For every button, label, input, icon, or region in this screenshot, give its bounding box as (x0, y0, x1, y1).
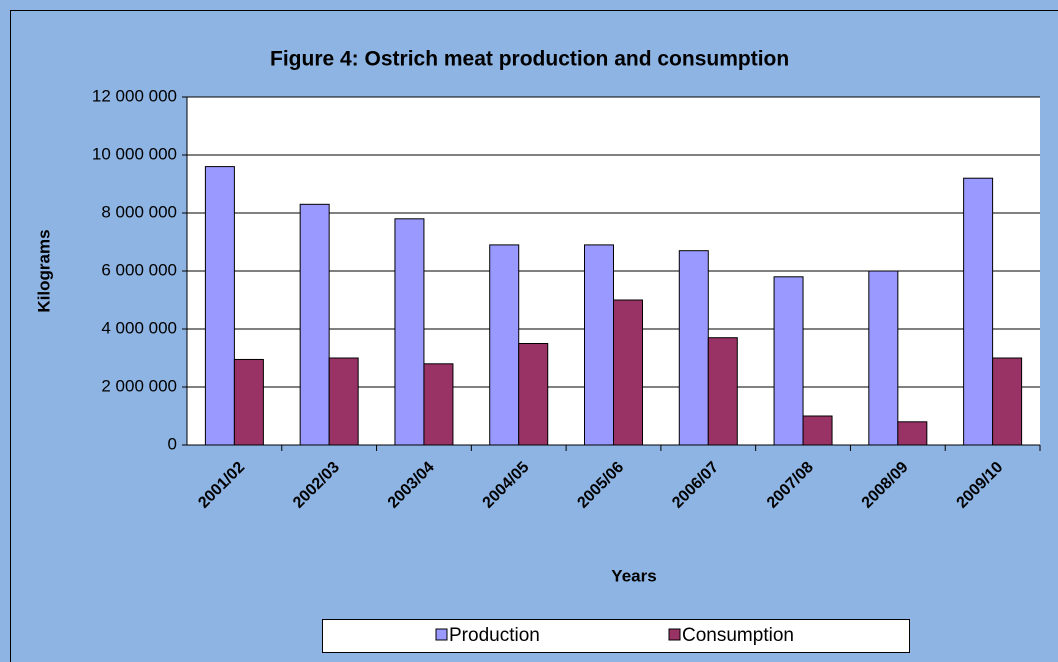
bar (897, 421, 928, 446)
bar (773, 276, 804, 446)
bar (584, 244, 614, 446)
y-tick-label: 8 000 000 (101, 202, 177, 221)
bar (963, 177, 994, 446)
y-tick-label: 0 (168, 434, 177, 453)
y-axis-label: Kilograms (34, 229, 53, 312)
bar (802, 415, 833, 446)
bar (394, 218, 425, 446)
legend-label: Consumption (682, 625, 794, 646)
bar (868, 270, 899, 446)
bar (992, 357, 1023, 446)
y-tick-label: 10 000 000 (92, 144, 177, 163)
legend-swatch (668, 628, 681, 641)
frame (10, 10, 1058, 662)
legend-swatch (435, 628, 448, 641)
legend (322, 619, 910, 653)
bar (489, 244, 520, 446)
y-tick-label: 2 000 000 (101, 376, 177, 395)
bar (707, 337, 738, 446)
bar (233, 358, 264, 446)
x-axis-label: Years (611, 566, 656, 585)
y-tick-label: 4 000 000 (101, 318, 177, 337)
bar (518, 343, 549, 446)
bar (678, 250, 709, 446)
y-tick-label: 6 000 000 (101, 260, 177, 279)
bar (613, 299, 643, 446)
chart-title: Figure 4: Ostrich meat production and co… (270, 48, 789, 71)
legend-label: Production (449, 625, 540, 646)
bar (328, 357, 359, 446)
bar (204, 166, 235, 446)
y-tick-label: 12 000 000 (92, 86, 177, 105)
bar (423, 363, 454, 446)
bar (299, 203, 330, 446)
